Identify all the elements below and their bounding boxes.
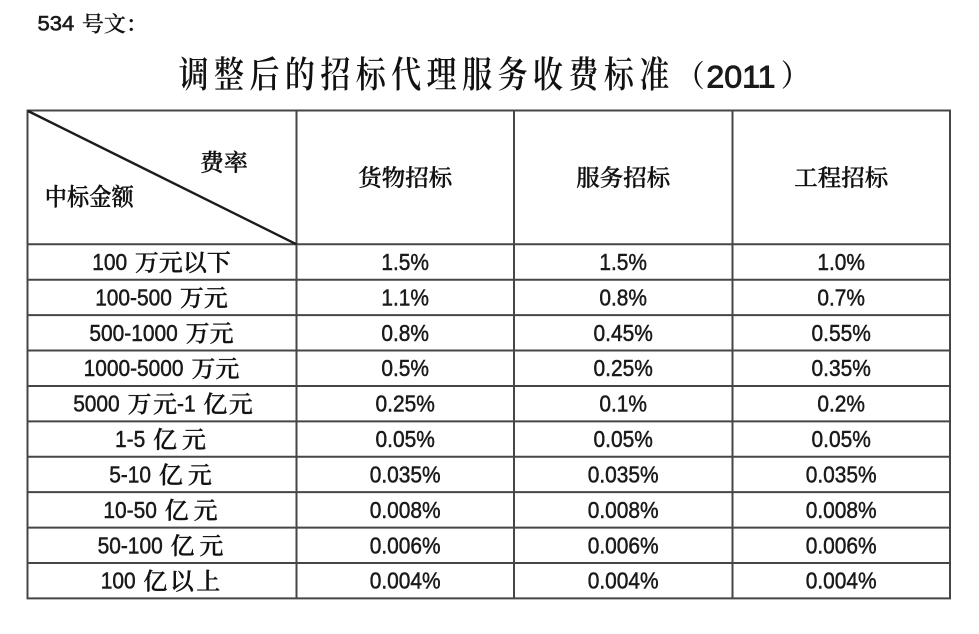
svg-text:0.2%: 0.2% bbox=[817, 391, 865, 417]
svg-text:1.0%: 1.0% bbox=[817, 249, 865, 275]
svg-text:0.8%: 0.8% bbox=[599, 284, 647, 310]
svg-text:0.035%: 0.035% bbox=[588, 462, 659, 488]
svg-text:0.004%: 0.004% bbox=[588, 568, 659, 594]
svg-text:500-1000: 500-1000 bbox=[89, 320, 177, 346]
svg-text:100-500: 100-500 bbox=[95, 284, 172, 310]
svg-text:0.55%: 0.55% bbox=[812, 320, 871, 346]
svg-text:50-100: 50-100 bbox=[98, 532, 163, 558]
svg-text:0.25%: 0.25% bbox=[594, 355, 653, 381]
svg-text:10-50: 10-50 bbox=[103, 497, 156, 523]
svg-text:0.7%: 0.7% bbox=[817, 284, 865, 310]
svg-text:-1: -1 bbox=[177, 391, 196, 417]
svg-text:1-5: 1-5 bbox=[115, 426, 145, 452]
svg-text:0.05%: 0.05% bbox=[594, 426, 653, 452]
svg-text:0.035%: 0.035% bbox=[370, 462, 441, 488]
svg-text:0.006%: 0.006% bbox=[806, 532, 877, 558]
svg-text:0.05%: 0.05% bbox=[376, 426, 435, 452]
svg-text:0.008%: 0.008% bbox=[370, 497, 441, 523]
svg-text:534: 534 bbox=[38, 12, 75, 36]
svg-text:1.5%: 1.5% bbox=[599, 249, 647, 275]
svg-text:1000-5000: 1000-5000 bbox=[84, 355, 184, 381]
svg-text:0.05%: 0.05% bbox=[812, 426, 871, 452]
svg-text:1.1%: 1.1% bbox=[381, 284, 429, 310]
svg-text:0.45%: 0.45% bbox=[594, 320, 653, 346]
svg-text:0.004%: 0.004% bbox=[806, 568, 877, 594]
svg-text:0.006%: 0.006% bbox=[588, 532, 659, 558]
svg-text:0.006%: 0.006% bbox=[370, 532, 441, 558]
svg-text:100: 100 bbox=[92, 249, 127, 275]
svg-text:0.8%: 0.8% bbox=[381, 320, 429, 346]
svg-text:0.25%: 0.25% bbox=[376, 391, 435, 417]
svg-text:0.008%: 0.008% bbox=[806, 497, 877, 523]
svg-text:0.004%: 0.004% bbox=[370, 568, 441, 594]
svg-text:100: 100 bbox=[101, 568, 136, 594]
svg-text:0.1%: 0.1% bbox=[599, 391, 647, 417]
svg-text:5000: 5000 bbox=[73, 391, 120, 417]
svg-text:1.5%: 1.5% bbox=[381, 249, 429, 275]
svg-text:2011: 2011 bbox=[706, 59, 775, 94]
svg-text:5-10: 5-10 bbox=[109, 462, 151, 488]
svg-text:0.35%: 0.35% bbox=[812, 355, 871, 381]
svg-text:0.035%: 0.035% bbox=[806, 462, 877, 488]
svg-text:0.008%: 0.008% bbox=[588, 497, 659, 523]
svg-text:0.5%: 0.5% bbox=[381, 355, 429, 381]
